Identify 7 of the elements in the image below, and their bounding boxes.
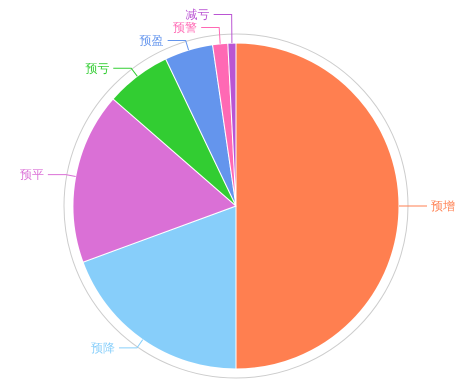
slice-label: 减亏 — [186, 7, 210, 22]
slice-label: 预警 — [173, 20, 198, 34]
slice-label: 预降 — [90, 340, 115, 355]
slice-label: 预亏 — [85, 61, 110, 76]
slice-label: 预平 — [20, 168, 44, 182]
slice-label: 预增 — [431, 199, 455, 213]
slice-label: 预盈 — [140, 33, 164, 48]
